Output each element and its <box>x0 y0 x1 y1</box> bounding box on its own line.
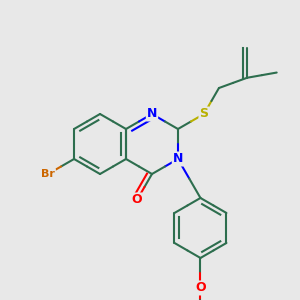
Text: Br: Br <box>41 169 55 179</box>
Text: S: S <box>200 107 208 121</box>
Text: N: N <box>173 152 183 166</box>
Text: O: O <box>195 281 206 295</box>
Text: N: N <box>147 107 157 121</box>
Text: O: O <box>132 194 142 206</box>
